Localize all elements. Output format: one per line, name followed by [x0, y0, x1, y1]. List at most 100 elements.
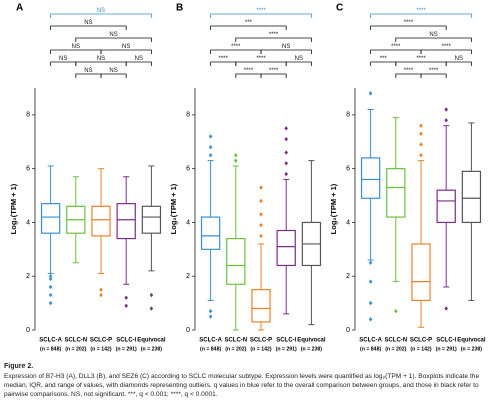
box: [116, 203, 136, 240]
outlier: [368, 317, 373, 322]
comparison-bracket: [125, 61, 152, 66]
outlier: [259, 185, 263, 190]
box: [91, 205, 111, 237]
comparison-bracket: [100, 49, 152, 54]
box: [386, 168, 406, 218]
outlier: [48, 276, 53, 282]
comparison-label: ****: [416, 8, 426, 14]
box: [461, 170, 482, 224]
x-tick-label: SCLC-N: [224, 338, 247, 344]
comparison-label: ****: [429, 68, 439, 74]
y-axis-label: Log₂(TPM + 1): [169, 183, 178, 234]
x-tick-note: (n = 291): [116, 346, 137, 352]
outlier: [124, 295, 128, 300]
box: [226, 237, 246, 285]
outlier: [444, 306, 448, 311]
outlier: [284, 161, 288, 166]
outlier: [48, 300, 53, 306]
comparison-label: NS: [122, 44, 130, 50]
box: [436, 189, 456, 224]
outlier: [368, 91, 373, 96]
x-tick-label: SCLC-I: [436, 338, 456, 344]
outlier: [368, 300, 373, 306]
comparison-label: ****: [219, 56, 229, 62]
x-tick-note: (n = 142): [90, 346, 111, 352]
caption: Figure 2. Expression of B7-H3 (A), DLL3 …: [4, 362, 494, 399]
y-tick-label: 4: [346, 219, 350, 226]
outlier: [444, 107, 448, 112]
x-tick-label: SCLC-N: [64, 338, 87, 344]
comparison-bracket: [50, 13, 152, 18]
comparison-label: NS: [59, 56, 67, 62]
outlier: [284, 126, 288, 131]
outlier: [149, 306, 154, 311]
outlier: [259, 233, 263, 239]
outlier: [419, 131, 423, 136]
comparison-bracket: [370, 61, 397, 66]
x-tick-label: Equivocal: [297, 338, 326, 344]
x-tick-label: SCLC-I: [116, 338, 136, 344]
comparison-label: ****: [404, 68, 414, 74]
outlier: [234, 158, 238, 163]
comparison-bracket: [75, 37, 152, 42]
comparison-bracket: [50, 49, 102, 54]
comparison-bracket: [285, 61, 312, 66]
comparison-bracket: [420, 73, 447, 78]
comparison-label: NS: [72, 44, 80, 50]
outlier: [208, 308, 213, 314]
comparison-bracket: [210, 49, 262, 54]
outlier: [234, 153, 238, 158]
x-tick-note: (n = 238): [141, 346, 162, 352]
outlier: [284, 136, 288, 142]
outlier: [124, 303, 128, 308]
x-tick-note: (n = 202): [65, 346, 86, 352]
y-tick-label: 0: [26, 327, 30, 334]
comparison-label: ***: [380, 56, 388, 62]
panel-label: C: [336, 3, 343, 14]
panel-label: B: [176, 3, 183, 14]
figure: A NS NS NS NS NS NS NS NS NS NS 0 2 4 6 8 Log₂(TPM + 1) S…: [9, 3, 486, 353]
comparison-label: ****: [256, 56, 266, 62]
x-tick-note: (n = 238): [301, 346, 322, 352]
comparison-bracket: [75, 61, 127, 66]
comparison-label: ****: [256, 8, 266, 14]
y-axis-label: Log₂(TPM + 1): [9, 183, 18, 234]
x-tick-note: (n = 291): [276, 346, 297, 352]
comparison-label: ****: [244, 68, 254, 74]
y-tick-label: 8: [346, 112, 350, 119]
outlier: [419, 142, 423, 147]
caption-text: Expression of B7-H3 (A), DLL3 (B), and S…: [4, 373, 480, 398]
x-tick-label: SCLC-A: [39, 338, 62, 344]
x-tick-label: SCLC-P: [90, 338, 112, 344]
y-tick-label: 0: [186, 327, 190, 334]
x-tick-label: SCLC-A: [359, 338, 382, 344]
comparison-bracket: [235, 73, 262, 78]
outlier: [208, 314, 213, 319]
comparison-label: ***: [245, 20, 253, 26]
outlier: [99, 287, 103, 292]
comparison-bracket: [260, 73, 287, 78]
comparison-label: ****: [269, 32, 279, 38]
outlier: [99, 292, 103, 298]
box: [276, 229, 296, 267]
y-tick-label: 2: [186, 273, 190, 280]
y-tick-label: 6: [26, 166, 30, 173]
outlier: [419, 123, 423, 128]
comparison-bracket: [260, 49, 312, 54]
y-tick-label: 4: [186, 219, 190, 226]
y-tick-label: 2: [26, 273, 30, 280]
comparison-label: NS: [295, 56, 303, 62]
outlier: [48, 284, 53, 290]
x-tick-note: (n = 142): [410, 346, 431, 352]
x-tick-note: (n = 848): [360, 346, 381, 352]
outlier: [284, 171, 288, 177]
comparison-label: ****: [404, 20, 414, 26]
comparison-bracket: [395, 37, 472, 42]
outlier: [394, 308, 398, 314]
panel-label: A: [16, 3, 23, 14]
y-tick-label: 8: [26, 112, 30, 119]
comparison-bracket: [445, 61, 472, 66]
comparison-bracket: [210, 25, 287, 30]
comparison-bracket: [235, 61, 287, 66]
